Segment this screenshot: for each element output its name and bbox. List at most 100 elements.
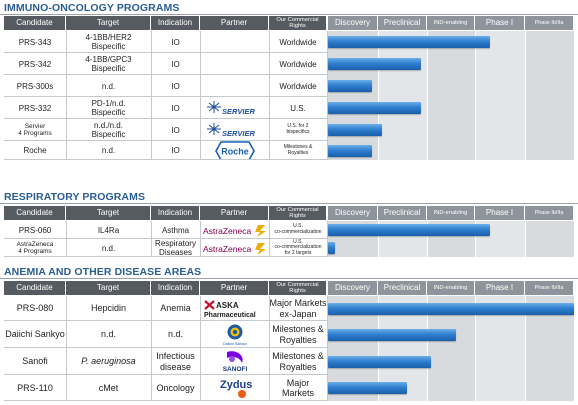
- rights-cell-text: U.S. co-commercialization for 2 targets: [274, 239, 322, 256]
- target-cell: PD-1/n.d. Bispecific: [66, 97, 151, 119]
- rights-cell: Milestones & Royalties: [269, 348, 327, 375]
- header-phase-preclinical: Preclinical: [378, 16, 426, 30]
- rights-cell-text: U.S.: [290, 103, 306, 113]
- column-divider: [269, 31, 270, 160]
- phase-column-divider: [475, 221, 476, 257]
- target-cell-text: n.d.: [101, 243, 116, 253]
- rights-cell: U.S. co-commercialization for 2 targets: [269, 239, 327, 257]
- target-cell: IL4Ra: [66, 221, 151, 239]
- aska-logo: ASKA Pharmaceutical: [200, 296, 269, 321]
- phase-column-bg: [427, 31, 475, 160]
- header-partner: Partner: [200, 16, 268, 30]
- servier-logo: SERVIER: [200, 119, 269, 141]
- row-divider: [4, 52, 327, 53]
- candidate-cell-text: PRS-332: [18, 103, 52, 113]
- header-candidate: Candidate: [4, 206, 65, 220]
- row-divider: [4, 347, 327, 348]
- indication-cell-text: Infectious disease: [156, 351, 195, 372]
- target-cell: n.d./n.d. Bispecific: [66, 119, 151, 141]
- phase-column-divider: [525, 296, 526, 401]
- rights-cell: Major Markets: [269, 375, 327, 401]
- indication-cell-text: IO: [171, 59, 180, 69]
- target-cell-text: cMet: [98, 382, 119, 393]
- header-phase-phase-ib-iia: Phase Ib/IIa: [525, 16, 573, 30]
- phase-column-bg: [328, 31, 378, 160]
- indication-cell: Infectious disease: [151, 348, 200, 375]
- header-candidate: Candidate: [4, 281, 65, 295]
- header-rights: Our Commercial Rights: [269, 206, 326, 220]
- progress-bar: [328, 144, 373, 157]
- phase-column-divider: [427, 221, 428, 257]
- header-phase-phase-ib-iia: Phase Ib/IIa: [525, 281, 573, 295]
- target-cell: Hepcidin: [66, 296, 151, 321]
- column-divider: [200, 296, 201, 401]
- zydus-logo: Zydus: [200, 375, 269, 401]
- target-cell: 4-1BB/GPC3 Bispecific: [66, 53, 151, 75]
- candidate-cell: Servier 4 Programs: [4, 119, 66, 141]
- astrazeneca-logo: AstraZeneca: [200, 239, 269, 257]
- sanofi-logo: SANOFI: [200, 348, 269, 375]
- column-divider: [200, 31, 201, 160]
- indication-cell-text: Respiratory Diseases: [155, 239, 196, 257]
- target-cell-text: n.d.: [101, 146, 116, 155]
- phase-column-bg: [525, 221, 574, 257]
- header-phase-phase-i: Phase I: [475, 281, 524, 295]
- header-partner: Partner: [200, 281, 268, 295]
- rights-cell-text: Milestones & Royalties: [272, 351, 324, 372]
- rights-cell-text: Worldwide: [279, 81, 317, 91]
- header-target: Target: [66, 16, 150, 30]
- progress-bar: [328, 224, 491, 236]
- row-divider: [4, 256, 327, 257]
- svg-text:SANOFI: SANOFI: [222, 366, 247, 373]
- target-cell: n.d.: [66, 75, 151, 97]
- svg-text:Zydus: Zydus: [220, 379, 252, 391]
- header-target: Target: [66, 206, 150, 220]
- target-cell: n.d.: [66, 239, 151, 257]
- phase-column-divider: [525, 31, 526, 160]
- phase-column-divider: [378, 221, 379, 257]
- progress-bar: [328, 302, 574, 315]
- target-cell-text: PD-1/n.d. Bispecific: [91, 99, 126, 117]
- column-divider: [327, 296, 328, 401]
- svg-text:AstraZeneca: AstraZeneca: [203, 226, 251, 236]
- indication-cell: IO: [151, 75, 200, 97]
- rights-cell-text: Milestones & Royalties: [283, 143, 313, 156]
- target-cell-text: n.d./n.d. Bispecific: [91, 121, 126, 139]
- target-cell-text: P. aeruginosa: [81, 356, 136, 367]
- candidate-cell-text: Sanofi: [22, 356, 48, 367]
- header-partner: Partner: [200, 206, 268, 220]
- header-indication: Indication: [151, 16, 199, 30]
- progress-bar: [328, 242, 336, 254]
- svg-text:SERVIER: SERVIER: [222, 129, 256, 137]
- section-title: IMMUNO-ONCOLOGY PROGRAMS: [4, 2, 180, 14]
- row-divider: [4, 96, 327, 97]
- svg-text:Daiichi Sankyo: Daiichi Sankyo: [223, 342, 247, 346]
- header-phase-ind-enabling: IND-enabling: [427, 281, 474, 295]
- indication-cell-text: Asthma: [161, 225, 190, 235]
- section-title: ANEMIA AND OTHER DISEASE AREAS: [4, 266, 202, 278]
- target-cell: P. aeruginosa: [66, 348, 151, 375]
- candidate-cell-text: AstraZeneca 4 Programs: [16, 240, 54, 255]
- header-phase-ind-enabling: IND-enabling: [427, 16, 474, 30]
- candidate-cell-text: PRS-342: [18, 59, 52, 69]
- rights-cell-text: U.S. for 2 bispecifics: [286, 123, 310, 135]
- section-divider: [0, 14, 578, 15]
- svg-text:Roche: Roche: [221, 146, 249, 156]
- target-cell-text: 4-1BB/HER2 Bispecific: [85, 33, 132, 51]
- progress-bar: [328, 102, 422, 114]
- rights-cell: Worldwide: [269, 31, 327, 53]
- indication-cell: Asthma: [151, 221, 200, 239]
- header-rights: Our Commercial Rights: [269, 16, 326, 30]
- header-phase-phase-i: Phase I: [475, 206, 524, 220]
- header-phase-phase-ib-iia: Phase Ib/IIa: [525, 206, 573, 220]
- svg-text:AstraZeneca: AstraZeneca: [203, 244, 251, 254]
- candidate-cell-text: Daiichi Sankyo: [5, 329, 65, 340]
- indication-cell: IO: [151, 141, 200, 160]
- column-divider: [66, 221, 67, 257]
- roche-logo: Roche: [200, 141, 269, 160]
- progress-bar: [328, 80, 373, 92]
- column-divider: [327, 31, 328, 160]
- rights-cell: Milestones & Royalties: [269, 141, 327, 160]
- header-phase-discovery: Discovery: [328, 281, 377, 295]
- header-phase-discovery: Discovery: [328, 16, 377, 30]
